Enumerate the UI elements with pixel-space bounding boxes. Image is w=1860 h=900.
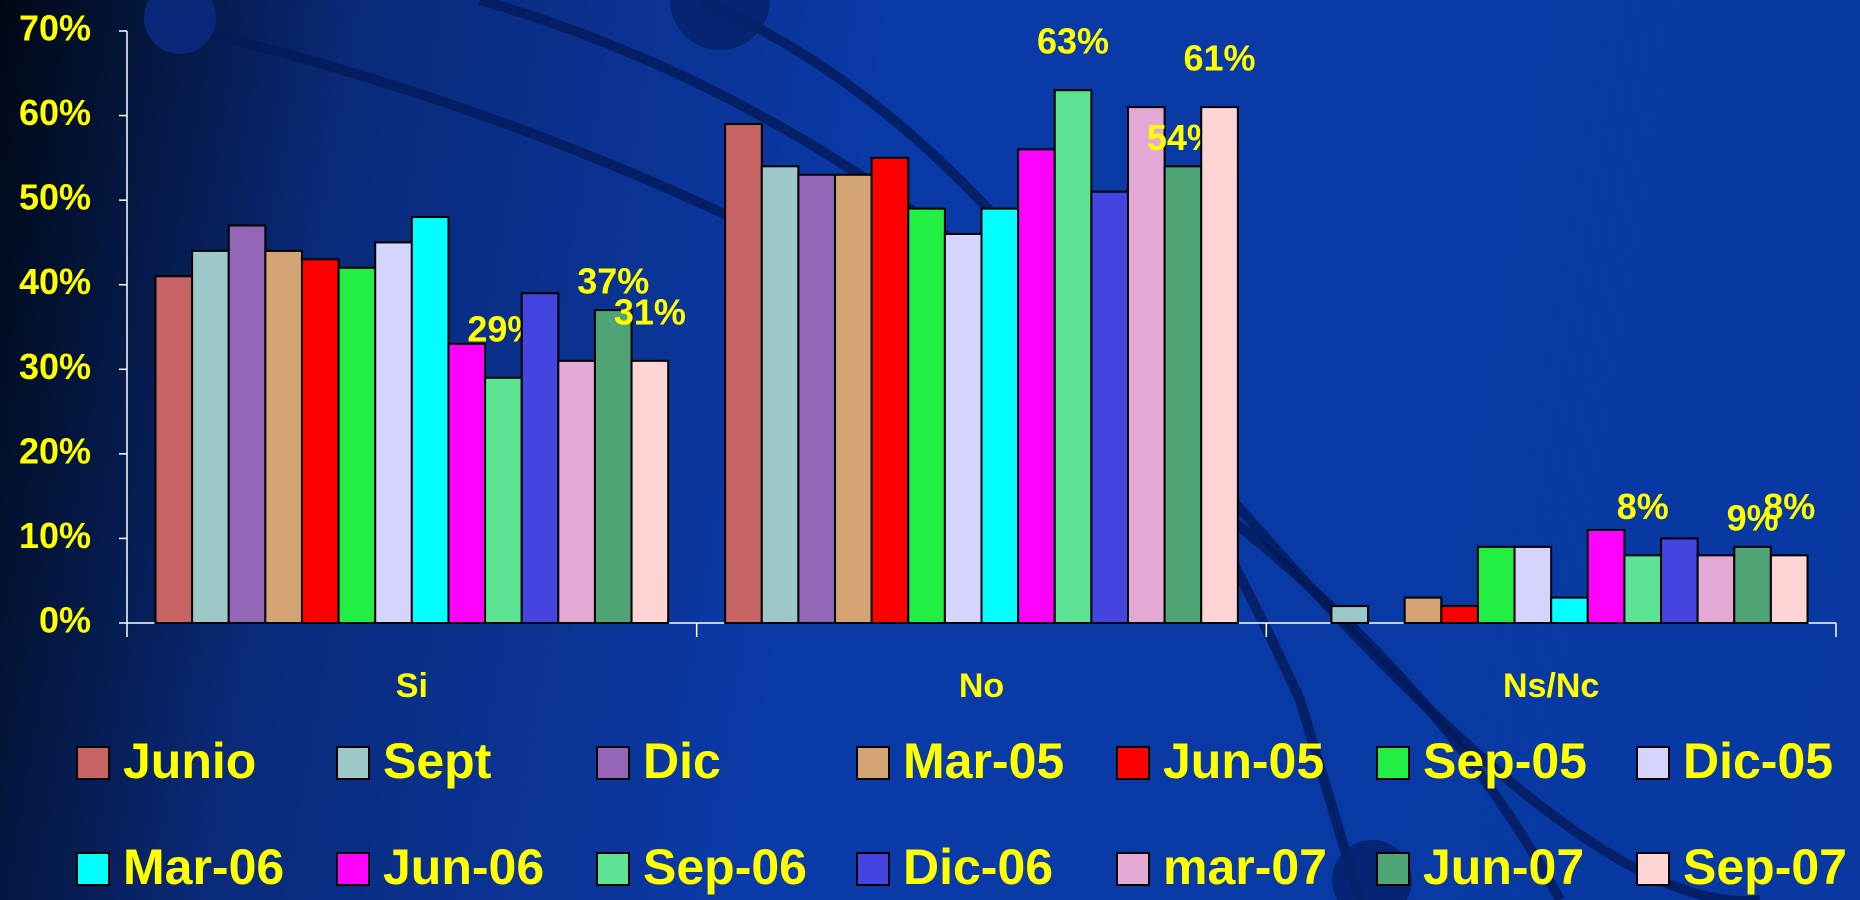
data-label: 31% [614, 291, 686, 332]
y-tick-label: 60% [19, 92, 91, 133]
bar [155, 276, 192, 623]
legend-swatch [337, 747, 369, 779]
bar [412, 217, 449, 623]
legend-label: Dic-05 [1683, 733, 1833, 789]
bar [1698, 555, 1735, 623]
legend-label: Jun-05 [1163, 733, 1324, 789]
bar [1771, 555, 1808, 623]
legend-swatch [337, 853, 369, 885]
bar [1091, 192, 1128, 623]
bar [632, 361, 669, 623]
y-tick-label: 70% [19, 8, 91, 49]
y-tick-label: 20% [19, 430, 91, 471]
data-label: 61% [1184, 38, 1256, 79]
y-tick-label: 40% [19, 261, 91, 302]
legend-swatch [857, 853, 889, 885]
bar [1515, 547, 1552, 623]
bar [725, 124, 762, 623]
legend-label: Mar-05 [903, 733, 1064, 789]
bar [339, 268, 376, 623]
x-tick-label: Ns/Nc [1503, 667, 1599, 705]
bar [558, 361, 595, 623]
bar [1661, 538, 1698, 623]
legend-swatch [1377, 747, 1409, 779]
legend-label: Sep-06 [643, 839, 807, 895]
legend-label: Dic [643, 733, 721, 789]
legend-swatch [597, 747, 629, 779]
bar [1624, 555, 1661, 623]
data-label: 63% [1037, 21, 1109, 62]
slide: 0%10%20%30%40%50%60%70%Si29%37%31%No63%5… [0, 0, 1860, 900]
chart: 0%10%20%30%40%50%60%70%Si29%37%31%No63%5… [0, 0, 1860, 900]
legend-label: mar-07 [1163, 839, 1327, 895]
y-tick-label: 10% [19, 515, 91, 556]
bar [1165, 166, 1202, 623]
bar [1734, 547, 1771, 623]
bar [945, 234, 982, 623]
y-tick-label: 30% [19, 346, 91, 387]
bar [229, 226, 266, 623]
legend-label: Sept [383, 733, 492, 789]
bar [265, 251, 302, 623]
bar [835, 175, 872, 623]
legend-swatch [1637, 853, 1669, 885]
bar [982, 209, 1019, 623]
legend-swatch [77, 853, 109, 885]
legend-swatch [857, 747, 889, 779]
bar [1055, 90, 1092, 623]
bar [522, 293, 559, 623]
legend-label: Mar-06 [123, 839, 284, 895]
bar [1588, 530, 1625, 623]
data-label: 8% [1763, 486, 1815, 527]
bar [1331, 606, 1368, 623]
legend-label: Sep-05 [1423, 733, 1587, 789]
legend-label: Dic-06 [903, 839, 1053, 895]
bar [1405, 598, 1442, 623]
bar [1551, 598, 1588, 623]
bar [908, 209, 945, 623]
legend-swatch [597, 853, 629, 885]
bar [302, 259, 339, 623]
y-tick-label: 50% [19, 177, 91, 218]
legend-swatch [1117, 853, 1149, 885]
bar [872, 158, 909, 623]
bar [1478, 547, 1515, 623]
bar [1128, 107, 1165, 623]
legend-swatch [1377, 853, 1409, 885]
x-tick-label: No [959, 667, 1004, 705]
bar [448, 344, 485, 623]
x-tick-label: Si [396, 667, 428, 705]
legend-label: Jun-07 [1423, 839, 1584, 895]
legend-label: Sep-07 [1683, 839, 1847, 895]
bar [798, 175, 835, 623]
legend-swatch [1117, 747, 1149, 779]
data-label: 8% [1617, 486, 1669, 527]
bar [595, 310, 632, 623]
legend-label: Junio [123, 733, 256, 789]
legend-label: Jun-06 [383, 839, 544, 895]
bar [375, 242, 412, 623]
bar [192, 251, 229, 623]
bar [1018, 149, 1055, 623]
bar [485, 378, 522, 623]
y-tick-label: 0% [39, 600, 91, 641]
bar [762, 166, 799, 623]
bar [1441, 606, 1478, 623]
bar [1201, 107, 1238, 623]
legend-swatch [1637, 747, 1669, 779]
legend-swatch [77, 747, 109, 779]
